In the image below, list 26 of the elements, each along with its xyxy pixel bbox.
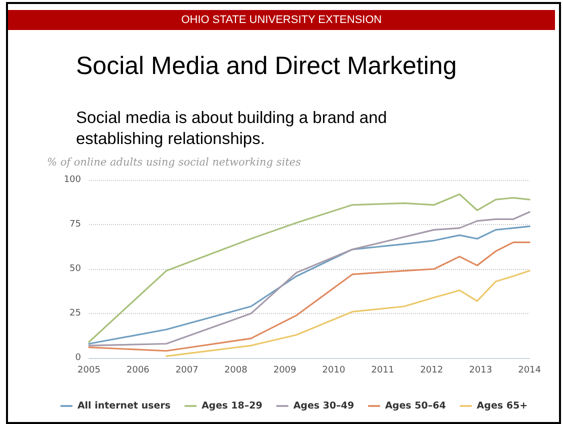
legend-label: Ages 18–29	[202, 400, 262, 412]
y-tick-label: 0	[75, 353, 82, 363]
x-tick-label: 2007	[175, 366, 198, 376]
x-tick-label: 2012	[420, 366, 444, 376]
x-tick-label: 2010	[322, 366, 346, 376]
text: OHIO STATE UNIVERSITY EXTENSION	[8, 10, 555, 30]
y-tick-label: 25	[70, 308, 81, 318]
legend-label: Ages 50–64	[385, 400, 446, 412]
line-series	[166, 270, 530, 358]
x-tick-label: 2006	[126, 366, 150, 376]
y-tick-label: 100	[64, 175, 82, 185]
x-tick-label: 2005	[78, 366, 100, 376]
y-tick-label: 75	[70, 220, 81, 230]
legend-label: Ages 65+	[476, 400, 528, 412]
legend-label: All internet users	[77, 400, 171, 412]
legend-label: Ages 30–49	[293, 400, 354, 412]
line-series	[88, 242, 530, 352]
x-tick-label: 2009	[273, 366, 297, 376]
x-tick-label: 2008	[224, 366, 248, 376]
x-tick-label: 2014	[518, 366, 542, 376]
y-axis-title: % of online adults using social networking sites	[47, 156, 302, 168]
chart-subtitle: Social media is about building a brand and establishing relationships.	[76, 108, 388, 150]
y-tick-label: 50	[70, 264, 82, 274]
x-tick-label: 2011	[371, 366, 394, 376]
x-tick-label: 2013	[469, 366, 492, 376]
chart-title: Social Media and Direct Marketing	[76, 52, 457, 81]
